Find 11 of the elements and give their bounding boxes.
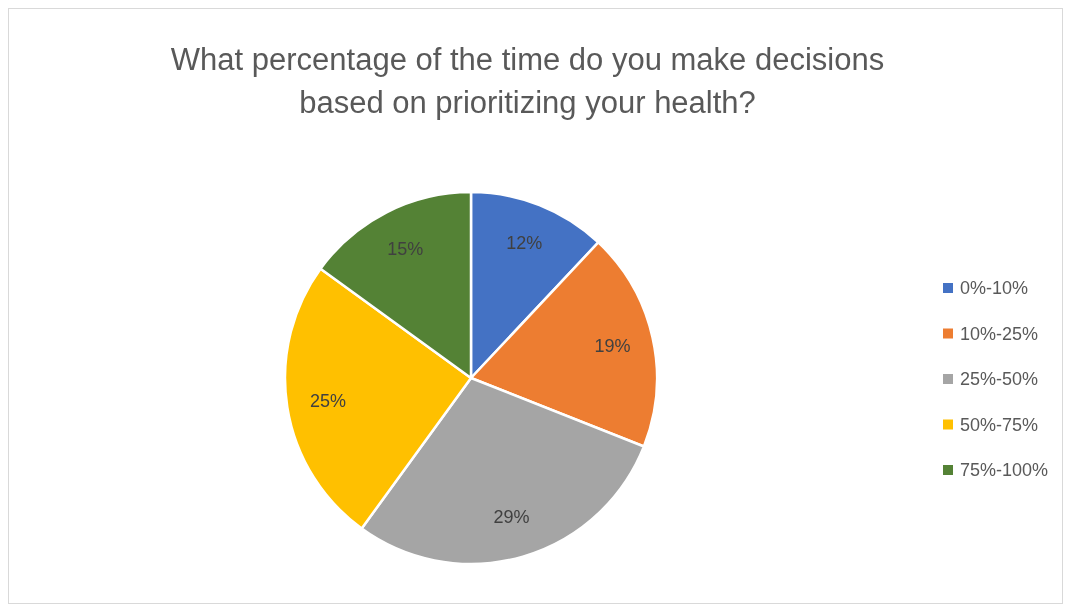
legend-label: 0%-10% <box>960 278 1029 298</box>
legend-label: 10%-25% <box>960 323 1039 344</box>
data-label: 25% <box>309 390 346 411</box>
data-label: 29% <box>493 507 530 528</box>
legend-label: 75%-100% <box>960 460 1049 480</box>
chart-title: What percentage of the time do you make decisions based on prioritizing your health? <box>170 42 885 120</box>
legend-label: 25%-50% <box>960 369 1039 389</box>
legend-label: 50%-75% <box>960 414 1039 435</box>
data-label: 19% <box>594 336 631 357</box>
data-label: 12% <box>506 233 543 254</box>
data-label: 15% <box>387 238 424 259</box>
